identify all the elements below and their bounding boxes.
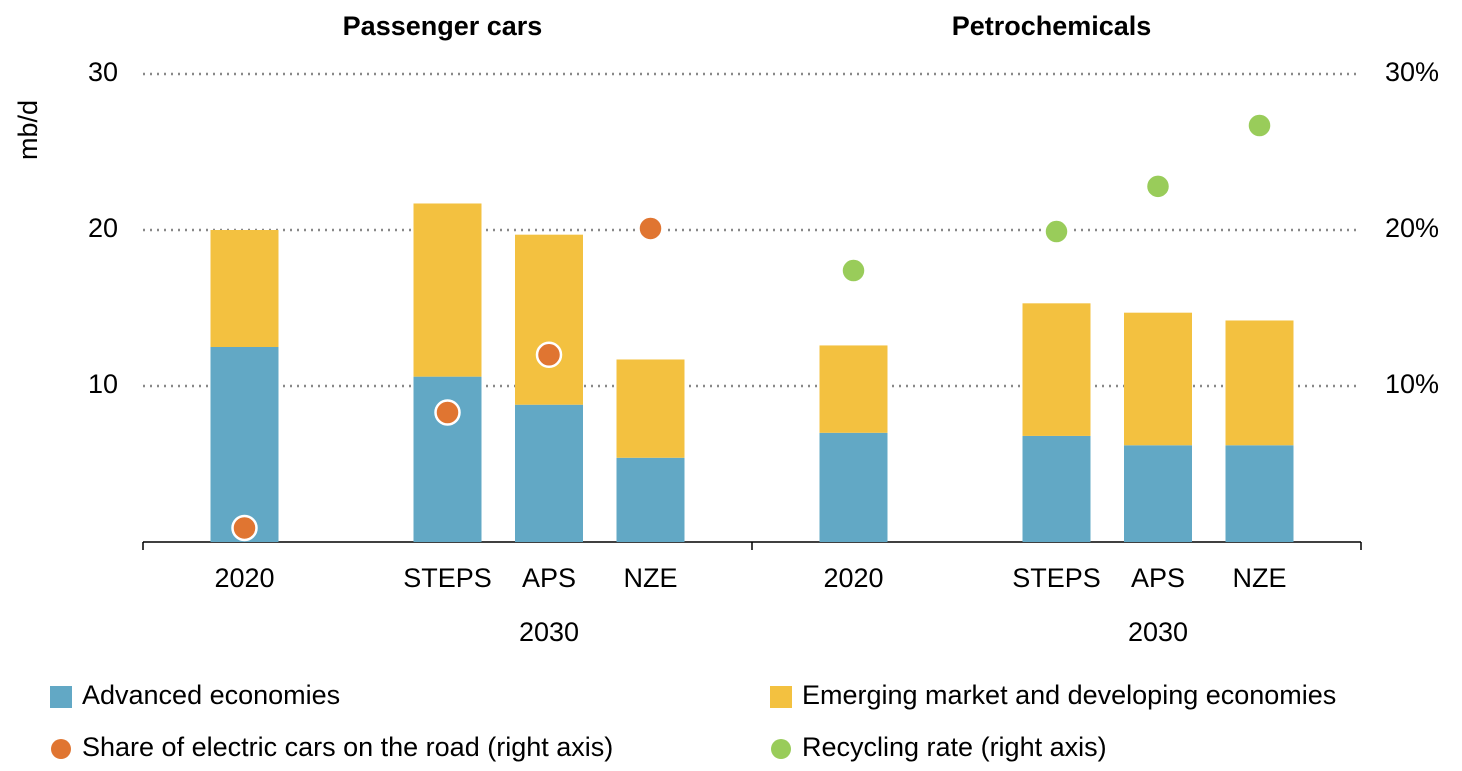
x-group-label: 2030 xyxy=(1128,617,1188,647)
bar xyxy=(210,347,279,542)
dot xyxy=(535,341,563,369)
bar xyxy=(1124,312,1192,446)
x-tick-label: NZE xyxy=(1233,563,1287,593)
panel-title title: Petrochemicals xyxy=(952,11,1152,41)
dot xyxy=(231,514,258,542)
y-tick-label: 10 xyxy=(88,369,118,399)
bar xyxy=(1124,445,1192,542)
x-tick-label: STEPS xyxy=(403,563,492,593)
x-tick-label: 2020 xyxy=(823,563,883,593)
x-tick-label: 2020 xyxy=(214,563,274,593)
dot xyxy=(1144,173,1172,200)
dot xyxy=(1043,218,1070,245)
legend-label: Recycling rate (right axis) xyxy=(802,732,1107,762)
bar xyxy=(616,359,685,458)
dot xyxy=(1246,112,1273,139)
bar xyxy=(1225,445,1294,542)
y-axis-label: mb/d xyxy=(13,100,43,160)
dot xyxy=(840,257,867,284)
y-tick-label: 20 xyxy=(88,213,118,243)
y2-tick-label: 10% xyxy=(1385,369,1439,399)
y-tick-label: 30 xyxy=(88,57,118,87)
bar xyxy=(515,234,583,405)
bar xyxy=(819,432,888,542)
bar xyxy=(413,203,482,377)
x-tick-label: APS xyxy=(1131,563,1185,593)
bar xyxy=(515,404,583,542)
legend-label: Advanced economies xyxy=(82,680,340,710)
legend-label: Emerging market and developing economies xyxy=(802,680,1336,710)
legend-marker xyxy=(51,739,71,759)
bar xyxy=(1022,303,1091,436)
y2-tick-label: 20% xyxy=(1385,213,1439,243)
x-group-label: 2030 xyxy=(519,617,579,647)
bar xyxy=(819,345,888,433)
x-tick-label: STEPS xyxy=(1012,563,1101,593)
legend-label: Share of electric cars on the road (righ… xyxy=(82,732,613,762)
x-tick-label: NZE xyxy=(624,563,678,593)
x-tick-label: APS xyxy=(522,563,576,593)
dot xyxy=(434,399,461,426)
panel-title title: Passenger cars xyxy=(343,11,543,41)
legend-marker xyxy=(770,686,792,708)
bar xyxy=(210,230,279,347)
bar xyxy=(1225,320,1294,446)
y2-tick-label: 30% xyxy=(1385,57,1439,87)
dot xyxy=(637,215,664,242)
bar xyxy=(1022,435,1091,542)
bar xyxy=(616,457,685,542)
legend-marker xyxy=(771,739,791,759)
legend-marker xyxy=(50,686,72,708)
